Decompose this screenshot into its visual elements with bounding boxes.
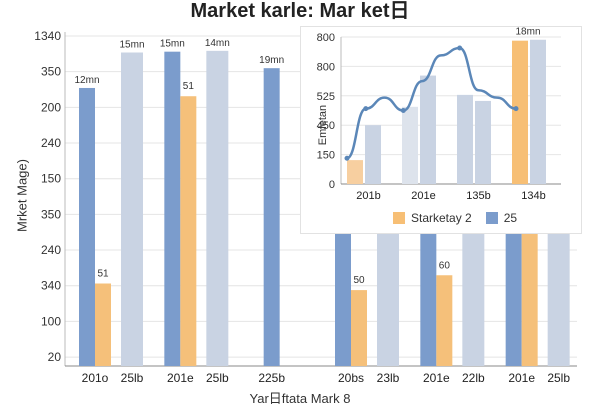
y-tick-label: 350 — [41, 65, 61, 79]
inset-y-tick-label: 800 — [317, 32, 335, 44]
bar-label: 15mn — [160, 39, 185, 50]
x-tick-label: 20bs — [338, 371, 364, 385]
bar-label: 15mn — [119, 40, 144, 51]
y-tick-label: 100 — [41, 314, 61, 328]
legend-swatch — [393, 212, 405, 224]
bar-label: 12mn — [74, 75, 99, 86]
y-tick-label: 150 — [41, 172, 61, 186]
bar-label: 51 — [183, 81, 195, 92]
y-tick-label: 240 — [41, 243, 61, 257]
inset-bar — [512, 40, 528, 184]
x-tick-label: 25lb — [547, 371, 570, 385]
bar-label: 51 — [97, 269, 109, 280]
bar — [164, 51, 181, 367]
x-tick-label: 25lb — [121, 371, 144, 385]
inset-bar — [475, 100, 491, 184]
bar-label: 14mn — [205, 38, 230, 49]
inset-y-axis-label: Emletan — [317, 104, 329, 146]
inset-bar — [530, 39, 546, 184]
bar-label: 60 — [439, 260, 451, 271]
y-tick-label: 350 — [41, 207, 61, 221]
bar-label: 19mn — [259, 55, 284, 66]
y-tick-label: 1340 — [34, 29, 61, 43]
y-tick-label: 200 — [41, 100, 61, 114]
bar — [263, 68, 280, 367]
inset-bar — [420, 75, 436, 184]
inset-bar — [457, 94, 473, 184]
trend-line — [346, 46, 517, 160]
trend-point — [363, 106, 369, 112]
y-tick-label: 240 — [41, 136, 61, 150]
x-tick-label: 201e — [423, 371, 450, 385]
x-tick-label: 225b — [258, 371, 285, 385]
legend-item: 25 — [485, 211, 518, 225]
y-tick-label: 340 — [41, 279, 61, 293]
legend-item: Starketay 2 — [393, 211, 472, 225]
inset-y-tick-label: 0 — [329, 179, 335, 191]
bar — [206, 50, 229, 366]
bar-label: 50 — [353, 275, 365, 286]
inset-x-tick-label: 135b — [466, 190, 490, 202]
bar — [351, 290, 367, 366]
x-tick-label: 22lb — [462, 371, 485, 385]
x-tick-label: 201o — [82, 371, 109, 385]
chart-title: Market karle: Mar ket日 — [190, 0, 410, 22]
inset-y-tick-label: 525 — [317, 91, 335, 103]
y-tick-label: 20 — [48, 350, 62, 364]
bar — [121, 52, 143, 366]
inset-x-tick-label: 201e — [411, 190, 435, 202]
x-tick-label: 201e — [508, 371, 535, 385]
bar — [436, 275, 453, 366]
inset-chart-panel: 0 150 450 525 800 800 201b 201e 135b 18mn 134b Eml… — [300, 26, 582, 234]
inset-bar — [402, 106, 418, 184]
inset-bar — [347, 160, 363, 184]
trend-point — [400, 108, 406, 113]
inset-y-tick-label: 450 — [317, 120, 335, 132]
legend-swatch — [485, 212, 498, 224]
bar — [95, 283, 111, 366]
bar — [79, 87, 95, 366]
inset-x-tick-label: 134b — [521, 190, 545, 202]
inset-y-tick-label: 150 — [317, 150, 335, 162]
inset-x-tick-label: 201b — [356, 190, 380, 202]
trend-point — [513, 106, 519, 112]
inset-combo-chart: 0 150 450 525 800 800 201b 201e 135b 18mn 134b — [317, 27, 561, 202]
trend-point — [344, 155, 350, 161]
legend-label: Starketay 2 — [411, 211, 472, 225]
x-tick-label: 25lb — [206, 371, 229, 385]
x-tick-label: 201e — [167, 371, 194, 385]
legend-label: 25 — [503, 211, 518, 225]
inset-legend: Starketay 2 25 — [393, 209, 531, 227]
inset-bar — [365, 125, 381, 184]
inset-bar-label: 18mn — [515, 27, 540, 38]
trend-point — [457, 45, 463, 51]
bar — [180, 96, 197, 366]
x-tick-label: 23lb — [377, 371, 400, 385]
inset-y-tick-label: 800 — [317, 61, 335, 73]
